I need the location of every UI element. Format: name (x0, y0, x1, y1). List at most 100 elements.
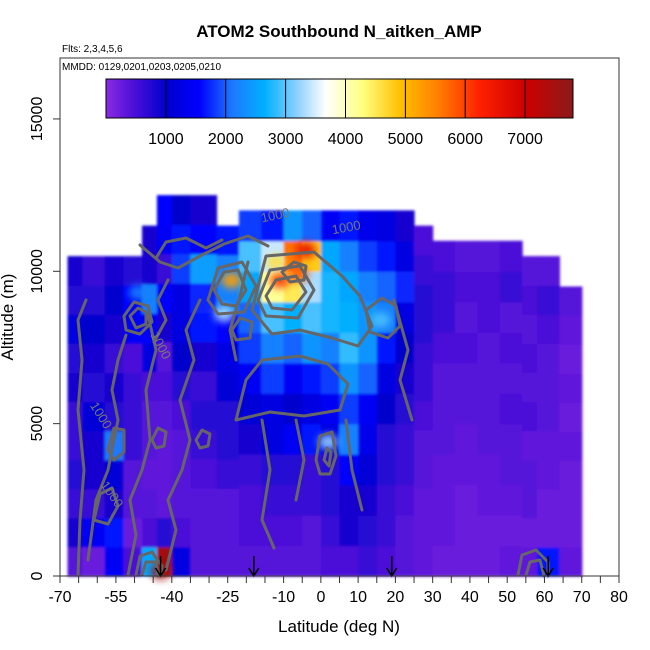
heatmap-cell (477, 484, 501, 516)
heatmap-cell (190, 517, 218, 548)
heatmap-cell (190, 458, 218, 489)
heatmap-cell (339, 240, 359, 272)
heatmap-cell (123, 314, 143, 344)
heatmap-cell (67, 285, 83, 315)
heatmap-cell (432, 515, 456, 547)
heatmap-cell (559, 373, 583, 403)
heatmap-cell (190, 429, 218, 460)
heatmap-cell (559, 344, 583, 374)
heatmap-cell (82, 546, 106, 577)
heatmap-cell (67, 343, 83, 373)
heatmap-cell (238, 423, 262, 455)
heatmap-cell (283, 484, 303, 516)
heatmap-cell (190, 341, 218, 372)
contour-line (322, 446, 333, 468)
heatmap-cell (414, 254, 434, 285)
heatmap-cell (216, 488, 240, 519)
heatmap-cell (67, 430, 83, 461)
x-tick-label: 0 (316, 589, 325, 606)
heatmap-cell (432, 362, 456, 394)
heatmap-cell (82, 372, 106, 403)
heatmap-cell (261, 515, 285, 547)
heatmap-cell (499, 393, 523, 425)
heatmap-cell (156, 400, 173, 431)
heatmap-cell (414, 225, 434, 256)
heatmap-cell (216, 459, 240, 489)
heatmap-cell (216, 225, 240, 256)
x-tick-label: 70 (573, 589, 591, 606)
heatmap-cell (414, 546, 434, 577)
heatmap-cell (414, 313, 434, 343)
heatmap-cell (477, 240, 501, 272)
heatmap-cell (432, 393, 456, 425)
heatmap-cell (395, 454, 415, 486)
heatmap-cell (261, 454, 285, 486)
heatmap-cell (216, 517, 240, 548)
heatmap-cell (559, 518, 583, 548)
heatmap-cell (283, 515, 303, 547)
heatmap-cell (283, 454, 303, 486)
heatmap-cell (142, 488, 158, 519)
heatmap-cell (414, 342, 434, 373)
heatmap-cell (238, 545, 262, 577)
heatmap-cell (123, 430, 143, 461)
heatmap-cell (320, 393, 341, 425)
heatmap-cell (414, 430, 434, 460)
heatmap-cell (376, 423, 396, 455)
heatmap-cell (499, 362, 523, 394)
heatmap-cell (302, 210, 322, 242)
heatmap-cell (156, 517, 173, 548)
heatmap-cell (67, 546, 83, 577)
heatmap-cell (414, 459, 434, 489)
heatmap-cell (432, 332, 456, 364)
heatmap-cell (156, 458, 173, 489)
contour-line (126, 313, 158, 577)
heatmap-cell (559, 431, 583, 461)
heatmap-cell (82, 314, 106, 344)
heatmap-cell (104, 314, 124, 344)
heatmap-cell (358, 332, 378, 364)
heatmap-cell (432, 240, 456, 272)
heatmap-cell (142, 225, 158, 256)
heatmap-cell (339, 210, 359, 242)
heatmap-cell (455, 423, 478, 455)
heatmap-cell (358, 271, 378, 303)
x-axis: -70 -55 -40 -25 -10 0 10 20 30 40 50 60 70 80 (48, 576, 628, 606)
contour-line (86, 333, 128, 562)
contour-line (234, 354, 350, 422)
heatmap-cell (142, 459, 158, 489)
heatmap-cell (67, 256, 83, 286)
heatmap-cell (171, 283, 191, 313)
heatmap-cell (395, 423, 415, 455)
heatmap-cell (559, 315, 583, 345)
heatmap-cell (190, 488, 218, 518)
contour-label: 1000 (331, 217, 362, 237)
heatmap-cell (156, 253, 173, 284)
heatmap-cell (537, 430, 560, 461)
heatmap-cell (522, 459, 538, 490)
heatmap-cell (171, 253, 191, 284)
heatmap-cell (414, 284, 434, 314)
heatmap-cell (320, 484, 341, 516)
heatmap-cell (156, 370, 173, 401)
x-tick-label: 20 (387, 589, 405, 606)
contour-line (280, 260, 308, 284)
heatmap-cell (67, 488, 83, 519)
heatmap-cell (395, 362, 415, 394)
heatmap-cell (339, 301, 359, 333)
contour-line (212, 268, 248, 308)
heatmap-cell (216, 371, 240, 402)
colorbar-tick-label: 7000 (507, 131, 543, 148)
heatmap-cell (171, 546, 191, 577)
heatmap-cell (302, 393, 322, 425)
heatmap-cell (123, 372, 143, 403)
y-tick-label: 0 (29, 571, 46, 580)
y-axis: 0 5000 10000 15000 (29, 97, 60, 580)
heatmap-cell (477, 454, 501, 486)
heatmap-cell (156, 341, 173, 372)
heatmap-cell (82, 256, 106, 286)
heatmap-cell (559, 460, 583, 490)
heatmap-cell (537, 459, 560, 490)
x-tick-label: -70 (48, 589, 71, 606)
heatmap-cell (499, 423, 523, 455)
